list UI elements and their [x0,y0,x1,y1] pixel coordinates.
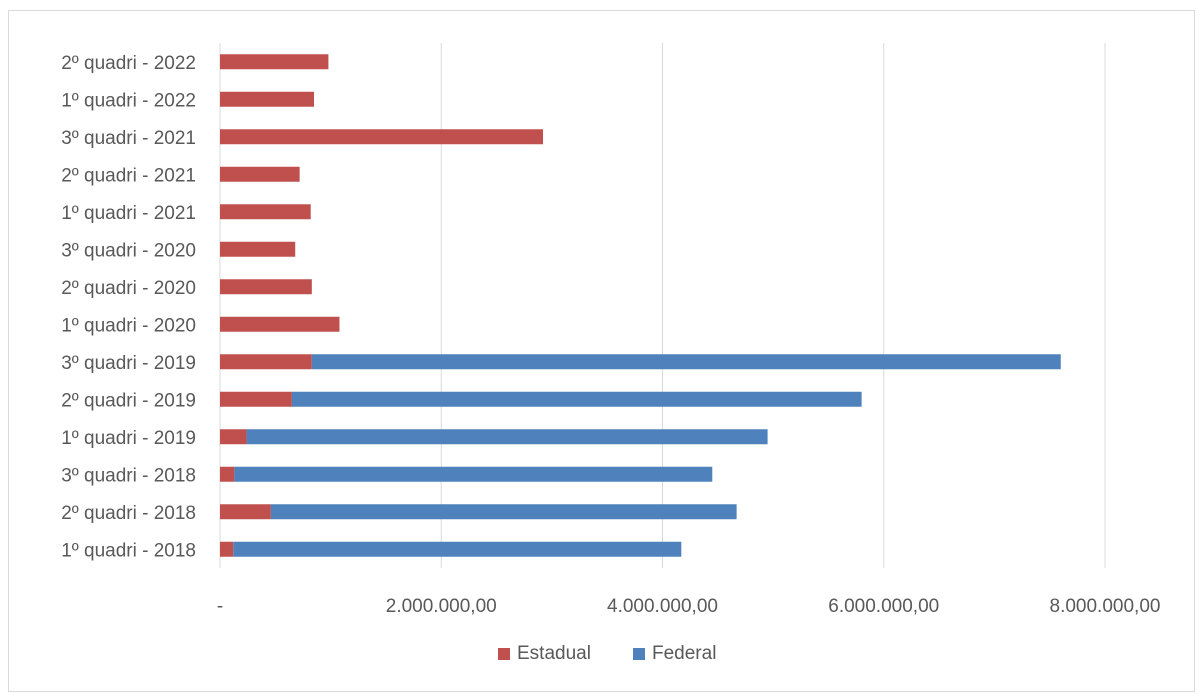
bar-estadual-12 [220,91,315,107]
bar-estadual-3 [220,429,247,445]
bar-federal-1 [270,504,737,520]
category-label: 2º quadri - 2019 [61,390,196,411]
bar-estadual-10 [220,166,300,182]
legend-swatch-estadual [498,648,510,660]
category-label: 2º quadri - 2018 [61,503,196,524]
x-tick-label: 8.000.000,00 [1050,596,1161,617]
category-label: 3º quadri - 2018 [61,465,196,486]
category-label: 2º quadri - 2022 [61,53,196,74]
bar-federal-5 [311,354,1061,370]
bar-federal-0 [233,541,682,557]
legend-label-federal: Federal [652,643,716,664]
bar-estadual-8 [220,241,296,257]
bar-estadual-1 [220,504,271,520]
category-label: 1º quadri - 2020 [61,315,196,336]
bar-estadual-9 [220,204,311,220]
bar-estadual-4 [220,391,292,407]
category-label: 3º quadri - 2020 [61,240,196,261]
bar-estadual-11 [220,129,544,145]
bar-estadual-0 [220,541,234,557]
category-label: 2º quadri - 2020 [61,278,196,299]
x-tick-label: - [217,596,223,617]
legend-label-estadual: Estadual [517,643,591,664]
bar-estadual-6 [220,316,340,332]
x-tick-labels: - 2.000.000,00 4.000.000,00 6.000.000,00 8.0… [217,596,1161,617]
category-label: 1º quadri - 2021 [61,203,196,224]
category-label: 1º quadri - 2022 [61,90,196,111]
category-label: 2º quadri - 2021 [61,165,196,186]
bar-federal-4 [291,391,862,407]
chart-frame [8,10,1195,692]
grid-lines [219,43,1106,568]
bar-federal-3 [246,429,768,445]
bar-federal-2 [234,466,713,482]
bar-estadual-7 [220,279,312,295]
x-tick-label: 2.000.000,00 [386,596,497,617]
bar-estadual-13 [220,54,329,70]
category-label: 1º quadri - 2019 [61,428,196,449]
bar-estadual-2 [220,466,235,482]
x-tick-label: 4.000.000,00 [607,596,718,617]
legend-swatch-federal [633,648,645,660]
bars [220,54,1061,557]
bar-estadual-5 [220,354,312,370]
legend: Estadual Federal [498,643,716,664]
x-tick-label: 6.000.000,00 [828,596,939,617]
category-label: 3º quadri - 2021 [61,128,196,149]
category-label: 1º quadri - 2018 [61,540,196,561]
category-labels: 1º quadri - 2018 2º quadri - 2018 3º quadr… [61,53,196,562]
category-label: 3º quadri - 2019 [61,353,196,374]
